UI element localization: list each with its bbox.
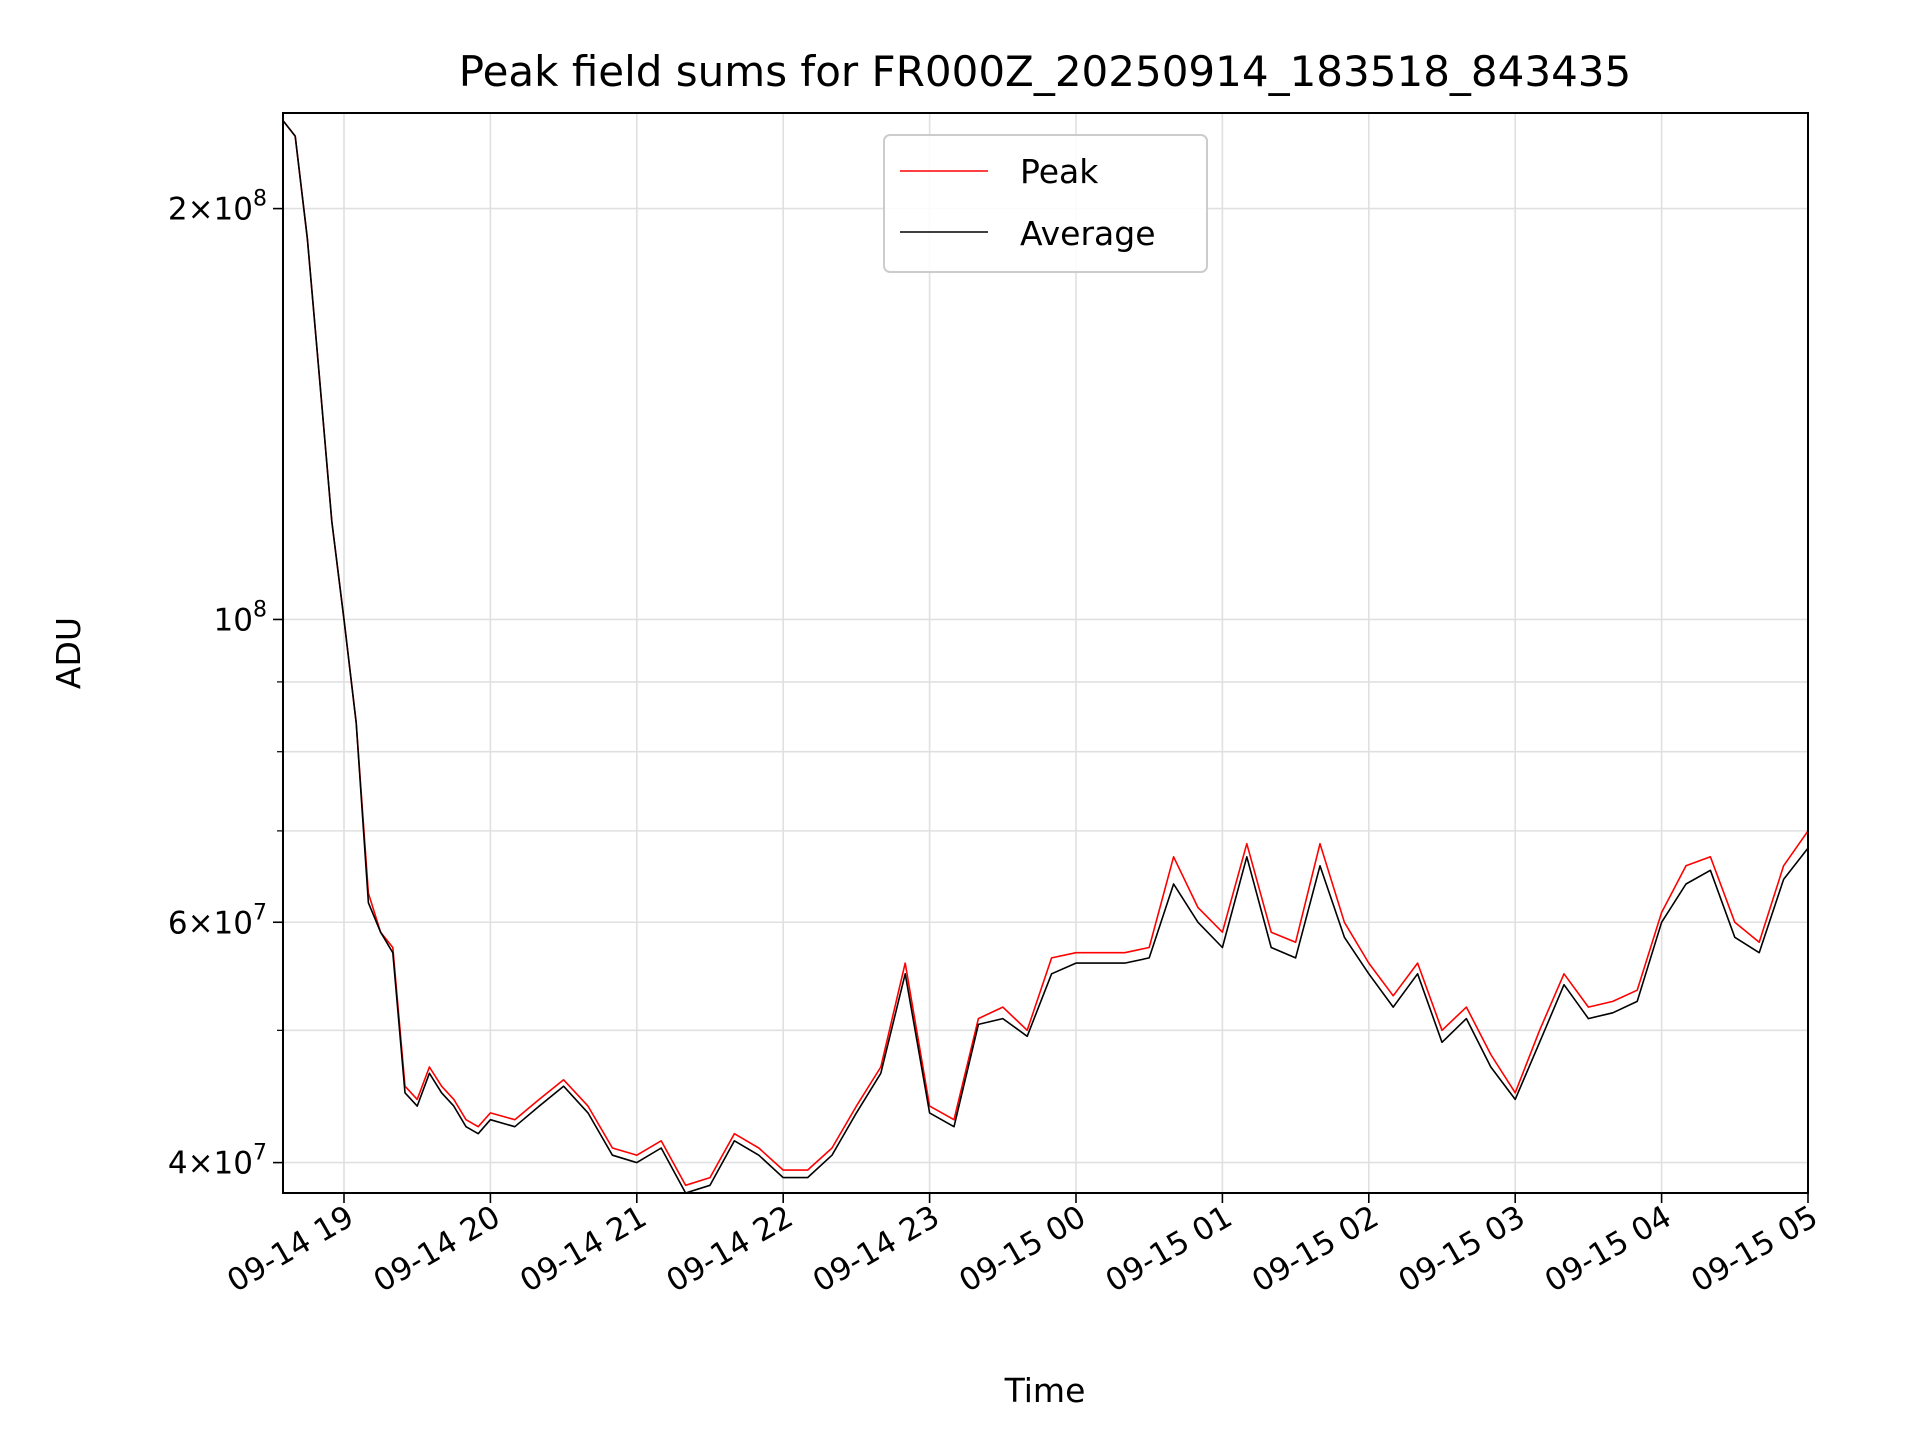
legend-label-peak: Peak bbox=[1020, 152, 1099, 191]
y-tick-label: 4×107 bbox=[168, 1141, 267, 1182]
series-line-peak bbox=[282, 120, 1809, 1187]
y-tick-base: 6×10 bbox=[168, 905, 253, 941]
legend: Peak Average bbox=[883, 134, 1208, 273]
x-axis-label: Time bbox=[1004, 1371, 1086, 1410]
y-tick-exponent: 7 bbox=[253, 1141, 267, 1166]
series-line-average bbox=[282, 120, 1809, 1194]
plot-frame bbox=[282, 112, 1809, 1194]
legend-label-average: Average bbox=[1020, 214, 1156, 253]
y-tick-base: 10 bbox=[214, 602, 253, 638]
y-tick-exponent: 8 bbox=[253, 187, 267, 212]
y-tick-label: 108 bbox=[214, 597, 267, 638]
series-layer bbox=[282, 120, 1809, 1194]
y-tick-base: 2×10 bbox=[168, 192, 253, 228]
legend-box bbox=[883, 134, 1208, 273]
chart-title: Peak field sums for FR000Z_20250914_1835… bbox=[459, 47, 1632, 96]
y-tick-base: 4×10 bbox=[168, 1146, 253, 1182]
y-axis-label: ADU bbox=[49, 617, 88, 689]
y-tick-exponent: 7 bbox=[253, 900, 267, 925]
y-tick-label: 6×107 bbox=[168, 900, 267, 941]
y-tick-exponent: 8 bbox=[253, 597, 267, 622]
y-tick-label: 2×108 bbox=[168, 187, 267, 228]
